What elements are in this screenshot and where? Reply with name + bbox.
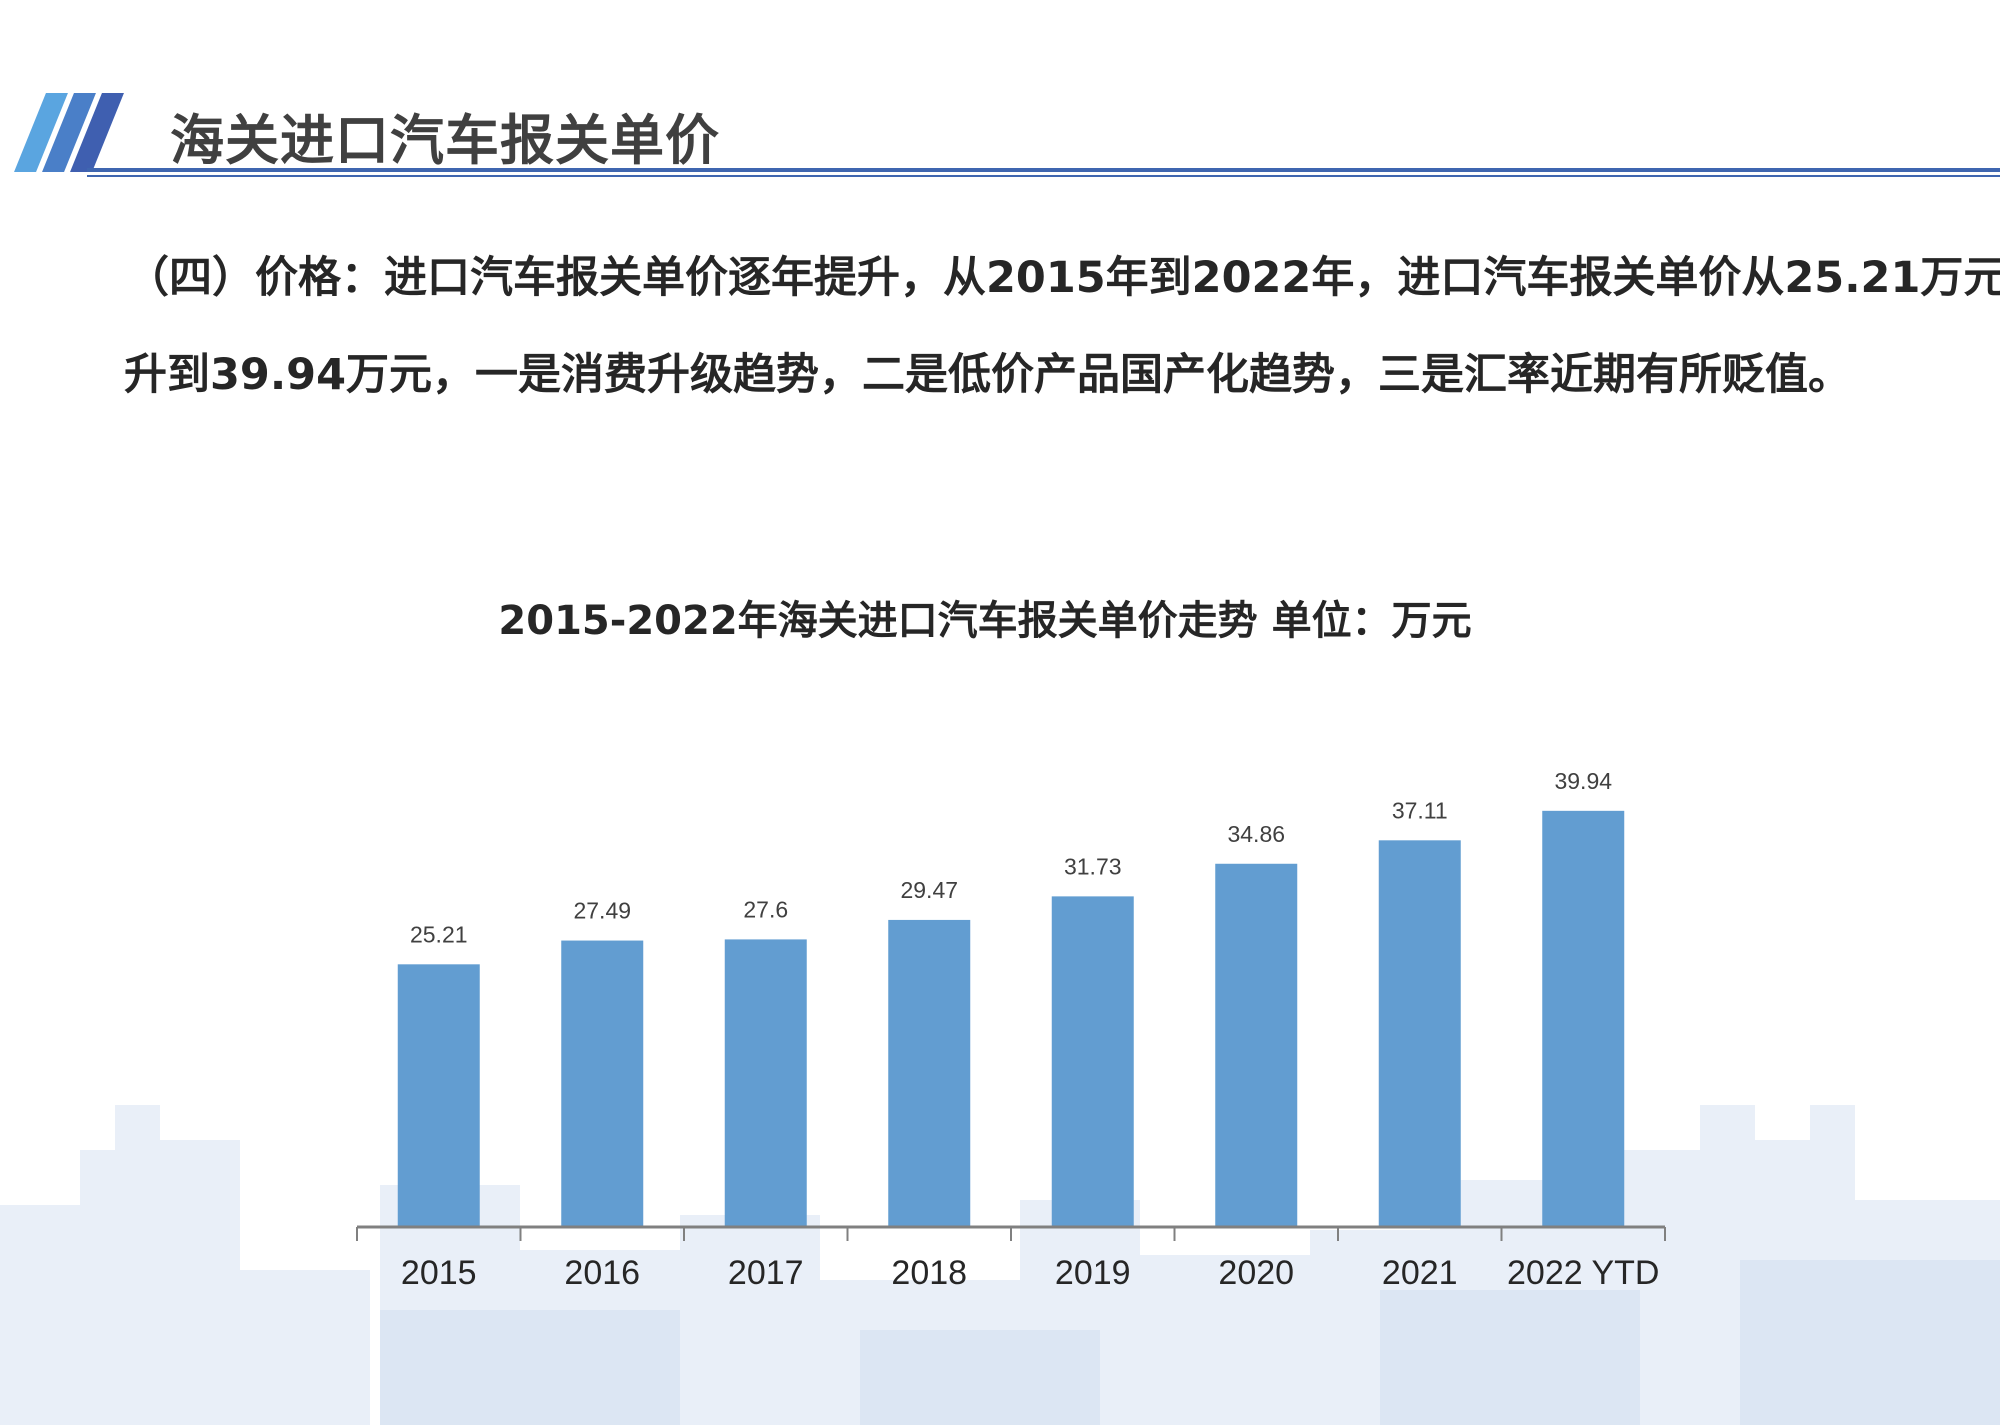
bar-2015 bbox=[397, 964, 480, 1227]
x-tick-label: 2017 bbox=[728, 1254, 804, 1292]
bar-2020 bbox=[1215, 863, 1298, 1227]
data-label: 34.86 bbox=[1227, 821, 1285, 847]
x-tick-label: 2015 bbox=[401, 1254, 477, 1292]
header-rule-thin bbox=[87, 175, 2000, 177]
body-paragraph: （四）价格：进口汽车报关单价逐年提升，从2015年到2022年，进口汽车报关单价… bbox=[124, 230, 2000, 424]
bar-2016 bbox=[561, 940, 644, 1227]
bar-2021 bbox=[1378, 840, 1461, 1227]
x-tick-label: 2020 bbox=[1218, 1254, 1294, 1292]
data-label: 27.49 bbox=[573, 898, 631, 924]
x-tick-label: 2021 bbox=[1382, 1254, 1458, 1292]
data-label: 31.73 bbox=[1064, 853, 1122, 879]
x-tick-label: 2018 bbox=[891, 1254, 967, 1292]
data-label: 39.94 bbox=[1554, 768, 1612, 794]
bar-2019 bbox=[1051, 896, 1134, 1227]
data-label: 29.47 bbox=[900, 877, 958, 903]
x-tick-label: 2022 YTD bbox=[1507, 1254, 1659, 1292]
data-label: 27.6 bbox=[743, 896, 788, 922]
data-label: 25.21 bbox=[410, 921, 468, 947]
x-tick-label: 2019 bbox=[1055, 1254, 1131, 1292]
chart-title: 2015-2022年海关进口汽车报关单价走势 单位：万元 bbox=[498, 598, 1472, 644]
x-tick-label: 2016 bbox=[564, 1254, 640, 1292]
data-label: 37.11 bbox=[1392, 797, 1448, 823]
body-line-2: 升到39.94万元，一是消费升级趋势，二是低价产品国产化趋势，三是汇率近期有所贬… bbox=[124, 350, 1852, 400]
header-rule bbox=[87, 168, 2000, 172]
body-line-1: （四）价格：进口汽车报关单价逐年提升，从2015年到2022年，进口汽车报关单价… bbox=[126, 253, 2000, 303]
bar-2017 bbox=[724, 939, 807, 1227]
bar-2018 bbox=[888, 919, 971, 1227]
page-title: 海关进口汽车报关单价 bbox=[170, 109, 720, 172]
bar-2022 YTD bbox=[1542, 810, 1625, 1227]
